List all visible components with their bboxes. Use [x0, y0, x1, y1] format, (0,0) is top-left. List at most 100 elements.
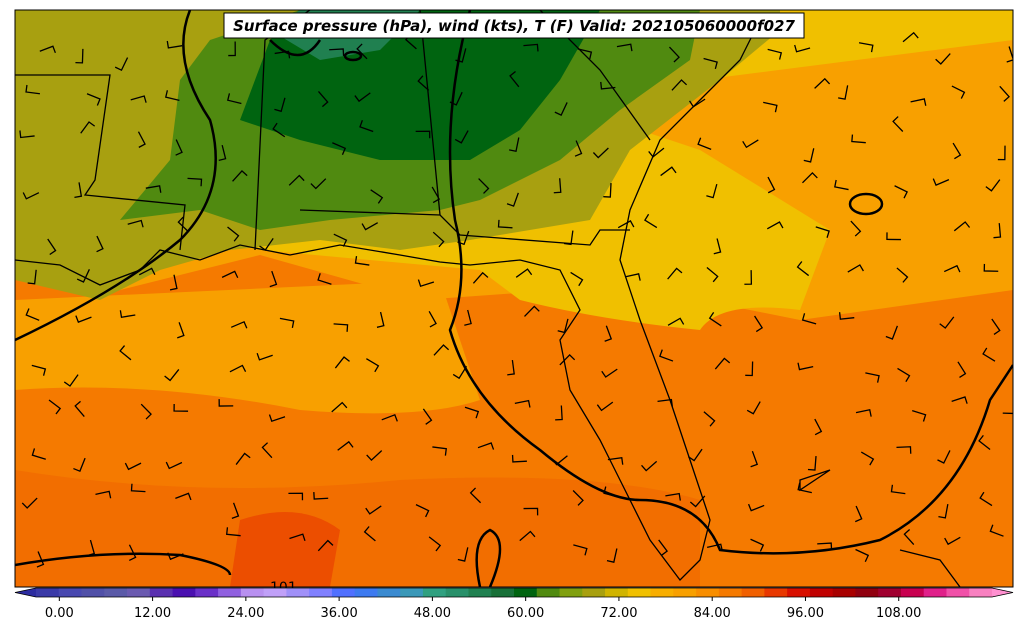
wind-barb	[706, 266, 719, 283]
wind-barb	[910, 98, 927, 106]
colorbar-segment	[900, 588, 925, 597]
wind-barb	[354, 255, 370, 266]
wind-barb	[370, 189, 384, 204]
wind-barb	[551, 455, 568, 466]
wind-barb	[803, 148, 815, 163]
wind-barb	[601, 368, 618, 378]
wind-barb	[982, 347, 996, 362]
wind-barb	[989, 524, 1004, 537]
wind-barb	[979, 491, 993, 507]
wind-barb	[128, 544, 137, 562]
wind-barb	[606, 548, 618, 563]
wind-barb	[902, 31, 919, 43]
colorbar-tick-label: 12.00	[134, 606, 171, 621]
wind-barb	[865, 372, 880, 383]
colorbar-segment	[650, 588, 674, 597]
wind-barb	[376, 311, 385, 328]
wind-barb	[794, 44, 811, 53]
wind-barb	[671, 79, 688, 91]
wind-barb	[903, 528, 915, 545]
wind-barb	[957, 361, 967, 378]
wind-barb	[553, 178, 562, 194]
wind-barb	[417, 279, 435, 288]
wind-barb	[523, 507, 539, 516]
colorbar-segment	[809, 588, 834, 597]
wind-barb	[563, 230, 574, 246]
wind-barb	[472, 271, 489, 284]
colorbar-tick-label: 96.00	[787, 606, 824, 621]
wind-barb	[607, 457, 624, 465]
wind-barb	[235, 452, 251, 465]
colorbar-segment	[422, 588, 447, 597]
wind-barb	[114, 57, 129, 72]
wind-barb	[359, 120, 374, 133]
wind-barb	[274, 50, 291, 59]
colorbar-segment	[36, 588, 60, 597]
wind-barb	[432, 231, 445, 248]
wind-barb	[802, 172, 818, 184]
colorbar-segment	[718, 588, 743, 597]
wind-barb	[850, 220, 862, 237]
wind-barb	[175, 492, 192, 501]
wind-barb	[259, 238, 274, 251]
wind-barb	[334, 356, 350, 369]
colorbar-segment	[149, 588, 174, 597]
colorbar-segment	[218, 588, 242, 597]
wind-barb	[767, 176, 776, 194]
wind-barb	[31, 448, 46, 460]
wind-barb	[559, 353, 576, 366]
wind-barb	[317, 539, 334, 552]
title-box	[223, 12, 805, 39]
wind-barb	[855, 409, 872, 417]
wind-barb	[381, 413, 398, 422]
colorbar-segment	[309, 588, 333, 597]
wind-barb	[227, 226, 240, 242]
wind-barb	[333, 323, 349, 332]
wind-barb	[87, 539, 96, 557]
wind-barb	[706, 543, 723, 552]
wind-barb	[497, 219, 513, 229]
wind-barb	[218, 144, 227, 162]
colorbar-segment	[536, 588, 561, 597]
wind-barb	[1006, 46, 1013, 63]
wind-barb	[127, 219, 144, 228]
wind-barb	[80, 121, 96, 134]
wind-barb	[422, 408, 433, 425]
wind-barb	[173, 404, 189, 412]
wind-barb	[366, 450, 383, 462]
wind-barb	[894, 185, 908, 199]
wind-barb	[166, 40, 183, 49]
wind-barb	[337, 440, 354, 451]
wind-barb	[230, 320, 248, 329]
wind-barb	[187, 177, 203, 187]
wind-barb	[985, 179, 1001, 192]
wind-barb	[745, 361, 754, 377]
wind-barb	[801, 313, 817, 325]
wind-barb	[854, 505, 863, 523]
wind-barb	[509, 137, 520, 153]
wind-barb	[36, 551, 45, 568]
wind-barb	[164, 369, 180, 382]
wind-barb	[523, 43, 539, 52]
colorbar-tick-label: 108.00	[876, 606, 922, 621]
colorbar-segment	[127, 588, 151, 597]
wind-barb	[687, 448, 703, 462]
wind-barb	[807, 456, 817, 471]
wind-barb	[457, 230, 470, 246]
wind-barb	[21, 497, 38, 509]
wind-barb	[289, 533, 306, 542]
wind-barb	[366, 358, 380, 373]
wind-barb	[742, 139, 759, 149]
wind-barb	[74, 400, 85, 417]
wind-barb	[506, 192, 519, 207]
wind-barb	[454, 130, 469, 144]
wind-barb	[130, 483, 146, 493]
wind-barb	[896, 446, 912, 454]
wind-barb	[175, 139, 183, 156]
wind-barb	[221, 270, 239, 278]
wind-barb	[124, 462, 142, 471]
wind-barb	[897, 367, 911, 383]
wind-barb	[604, 325, 613, 342]
colorbar: 0.00 12.00 24.00 36.00 48.00 60.00 72.00 84.00 9…	[14, 587, 1014, 621]
wind-barb	[509, 70, 520, 88]
